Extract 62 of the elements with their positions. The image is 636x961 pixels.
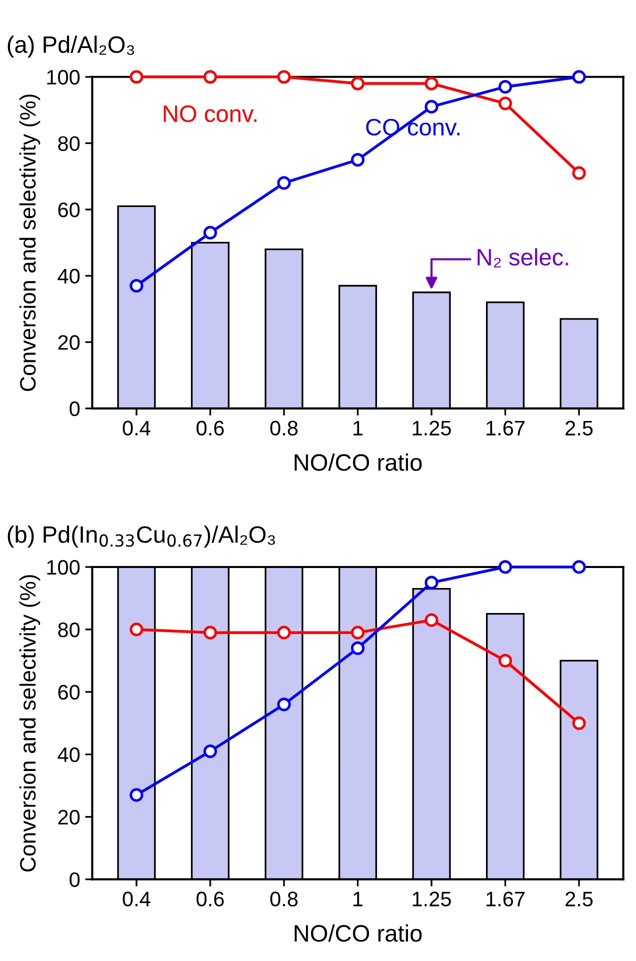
x-tick-label: 1.25	[412, 892, 451, 906]
point	[277, 626, 291, 640]
point	[130, 278, 144, 293]
x-tick-label: 0.4	[122, 420, 150, 436]
point	[350, 626, 365, 640]
x-tick-label: 0.6	[196, 892, 224, 906]
point	[350, 76, 365, 90]
x-axis-title: NO/CO ratio	[294, 924, 422, 942]
x-tick-label: 1	[354, 420, 363, 436]
point	[424, 76, 438, 90]
point	[350, 152, 365, 167]
y-tick-label: 100	[47, 560, 80, 575]
y-tick-label: 80	[58, 622, 80, 638]
point	[498, 560, 512, 574]
point	[572, 166, 586, 180]
x-tick-label: 1.67	[486, 420, 524, 436]
y-tick-label: 40	[58, 747, 80, 762]
y-tick-label: 0	[70, 872, 80, 888]
point	[277, 698, 291, 712]
point	[572, 716, 586, 730]
y-tick-label: 80	[58, 136, 80, 151]
point	[130, 622, 144, 636]
point	[572, 560, 586, 574]
point	[203, 226, 218, 240]
series-label: N₂ selec.	[478, 248, 568, 268]
y-axis-title: Conversion and selectivity (%)	[19, 94, 40, 391]
y-tick-label: 40	[58, 268, 80, 284]
y-tick-label: 20	[58, 335, 80, 350]
y-tick-label: 60	[58, 202, 80, 218]
series-label: NO conv.	[164, 105, 256, 122]
point	[498, 96, 512, 110]
x-axis-title: NO/CO ratio	[294, 454, 422, 471]
point	[277, 176, 291, 190]
x-tick-label: 2.5	[566, 892, 593, 906]
chart-title: (a) Pd/Al₂O₃	[8, 36, 134, 58]
point	[350, 641, 365, 655]
point	[203, 70, 218, 84]
x-tick-label: 0.8	[270, 892, 298, 906]
y-tick-label: 20	[58, 810, 80, 825]
chart-title: (b) Pd(In$_{0.33}$Cu$_{0.67}$)/Al₂O₃	[8, 526, 275, 548]
x-tick-label: 0.6	[196, 420, 224, 436]
point	[424, 576, 438, 590]
point	[130, 788, 144, 802]
point	[130, 70, 144, 84]
x-tick-label: 2.5	[566, 420, 593, 436]
y-axis-title: Conversion and selectivity (%)	[19, 575, 40, 872]
y-tick-label: 100	[47, 70, 80, 85]
x-tick-label: 1	[354, 892, 363, 906]
x-tick-label: 1.25	[412, 420, 451, 436]
x-tick-label: 0.8	[270, 420, 298, 436]
point	[203, 744, 218, 758]
point	[572, 70, 586, 84]
point	[498, 80, 512, 94]
x-tick-label: 1.67	[486, 892, 524, 906]
y-tick-label: 60	[58, 684, 80, 700]
point	[203, 626, 218, 640]
point	[277, 70, 291, 84]
point	[424, 613, 438, 627]
x-tick-label: 0.4	[122, 892, 150, 906]
point	[498, 654, 512, 668]
y-tick-label: 0	[70, 401, 80, 416]
point	[424, 100, 438, 114]
